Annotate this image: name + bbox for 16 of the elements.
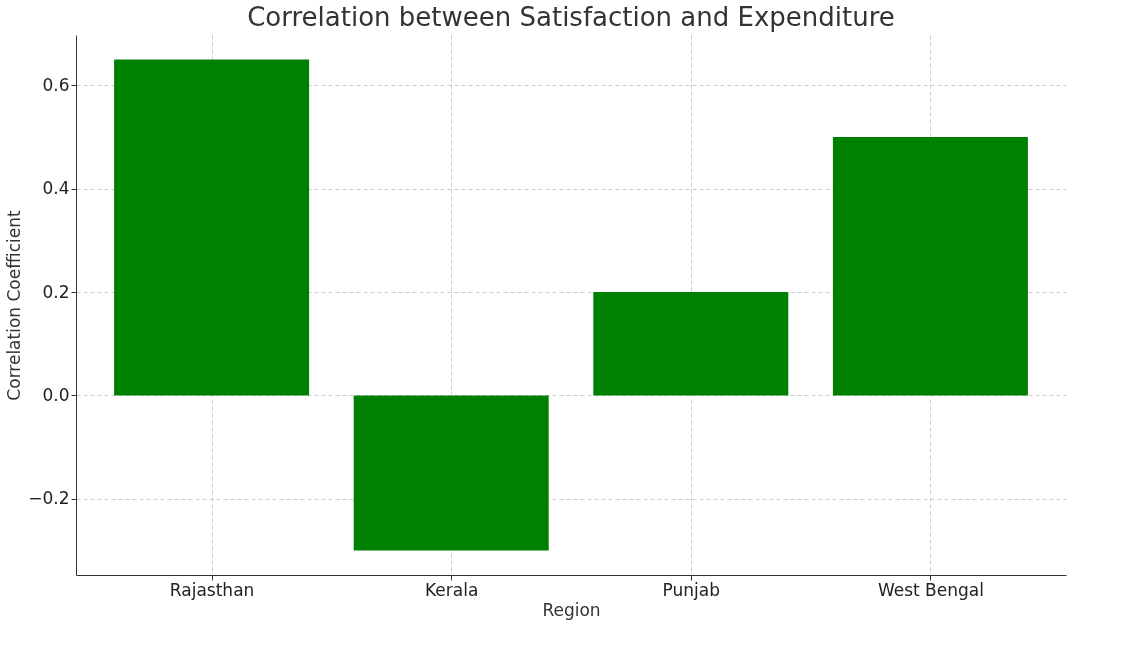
- x-axis-title: Region: [542, 599, 601, 620]
- bar: [593, 292, 789, 396]
- x-tick-label: Rajasthan: [169, 579, 255, 600]
- x-tick-label: Punjab: [662, 579, 721, 600]
- y-tick-label: 0.0: [42, 384, 70, 405]
- y-tick-label: 0.4: [42, 178, 70, 199]
- y-tick-label: 0.2: [42, 281, 70, 302]
- x-tick-label: Kerala: [425, 579, 479, 600]
- x-tick-label: West Bengal: [877, 579, 984, 600]
- chart-title: Correlation between Satisfaction and Expenditure: [247, 2, 895, 32]
- bar: [114, 59, 310, 396]
- bar: [832, 137, 1028, 396]
- bar: [353, 395, 549, 551]
- y-tick-label: 0.6: [42, 74, 70, 95]
- y-tick-label: −0.2: [28, 488, 70, 509]
- y-axis-title: Correlation Coefficient: [4, 210, 25, 401]
